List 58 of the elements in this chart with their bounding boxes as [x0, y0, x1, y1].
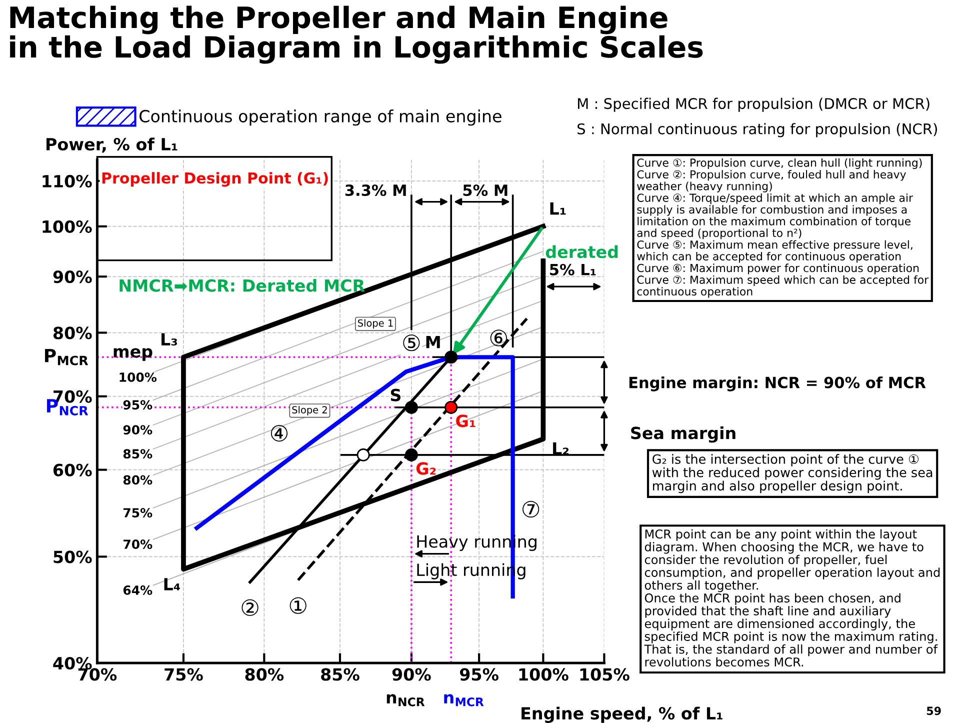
y-axis-title: Power, % of L₁: [46, 138, 178, 153]
text: S : Normal continuous rating for propulsion (NCR): [578, 123, 937, 138]
text: 59: [926, 706, 941, 716]
annotation: 64%: [123, 585, 152, 595]
x-axis-title: Engine speed, % of L₁: [522, 706, 722, 723]
x-tick-label: 70%: [78, 668, 117, 681]
x-tick-label: 85%: [321, 668, 360, 681]
text: Sea margin: [631, 426, 736, 443]
annotation: NMCR➡MCR: Derated MCR: [120, 278, 365, 292]
y-tick-label: 90%: [53, 270, 92, 284]
text: Engine margin: NCR = 90% of MCR: [629, 376, 926, 392]
text: G₂ is the intersection point of the curve ① with the reduced power considering the sea margin and also propeller design point.: [652, 454, 932, 494]
annotation: L₁: [550, 202, 566, 215]
annotation: P$_{MCR}$: [45, 348, 88, 366]
x-tick-label: 95%: [460, 668, 498, 681]
annotation: M: [426, 336, 440, 348]
y-tick-label: 80%: [53, 326, 92, 340]
annotation: n$_{MCR}$: [444, 694, 484, 706]
x-tick-label: 105%: [580, 668, 630, 681]
text: Continuous operation range of main engine: [140, 110, 502, 126]
x-tick-label: 75%: [164, 668, 203, 681]
annotation: ①: [290, 597, 306, 614]
text: M : Specified MCR for propulsion (DMCR or MCR): [578, 98, 930, 112]
annotation: 80%: [123, 475, 152, 485]
x-tick-label: 100%: [519, 668, 568, 681]
annotation: S: [390, 388, 401, 402]
y-tick-label: 100%: [42, 220, 92, 233]
annotation: Slope 1: [358, 319, 393, 329]
text: Curve ①: Propulsion curve, clean hull (light running) Curve ②: Propulsion curve, fouled hull and heavy weather (heavy running) Curve ④: Torque/speed limit at which an ample air supply is available for combustion and imposes a limitation on the maximum combination of torque and speed (proportional to n²) Curve ⑤: Maximum mean effective pressure level, which can be accepted for continuous operation Curve ⑥: Maximum power for continuous operation Curve ⑦: Maximum speed which can be accepted for continuous operation: [637, 158, 929, 298]
annotation: mep: [114, 348, 152, 361]
annotation: 85%: [123, 449, 152, 459]
annotation: G₁: [456, 414, 476, 428]
y-tick-label: 40%: [53, 656, 92, 670]
annotation: L₃: [162, 333, 178, 346]
annotation: Slope 2: [292, 406, 327, 416]
y-tick-label: 60%: [53, 464, 92, 476]
annotation: 75%: [124, 508, 152, 518]
y-tick-label: 50%: [54, 550, 92, 564]
annotation: 3.3% M: [345, 184, 406, 196]
annotation: ⑤: [403, 334, 420, 352]
annotation: 70%: [124, 540, 152, 549]
y-tick-label: 110%: [42, 174, 92, 188]
annotation: n$_{NCR}$: [386, 694, 425, 706]
annotation: derated: [546, 245, 618, 258]
annotation: L₄: [164, 578, 180, 590]
annotation: ②: [242, 599, 258, 616]
chart-title: Matching the Propeller and Main Engine in the Load Diagram in Logarithmic Scales: [10, 6, 703, 64]
annotation: ④: [270, 424, 288, 442]
annotation: 100%: [120, 372, 157, 382]
x-tick-label: 80%: [245, 668, 284, 681]
annotation: 5% M: [463, 184, 508, 196]
annotation: 5% L₁: [550, 264, 596, 276]
annotation: ⑦: [522, 500, 540, 518]
annotation: Propeller Design Point (G₁): [102, 172, 328, 187]
x-tick-label: 90%: [392, 668, 431, 681]
text: MCR point can be any point within the layout diagram. When choosing the MCR, we have to consider the revolution of propeller, fuel consumption, and propeller operation layout and others all together. Once the MCR point has been chosen, and provided that the shaft line and auxiliary equipment are dimensioned accordingly, the specified MCR point is now the maximum rating. That is, the standard of all power and number of revolutions becomes MCR.: [644, 529, 940, 667]
annotation: 90%: [123, 425, 152, 435]
annotation: G₂: [416, 462, 436, 475]
